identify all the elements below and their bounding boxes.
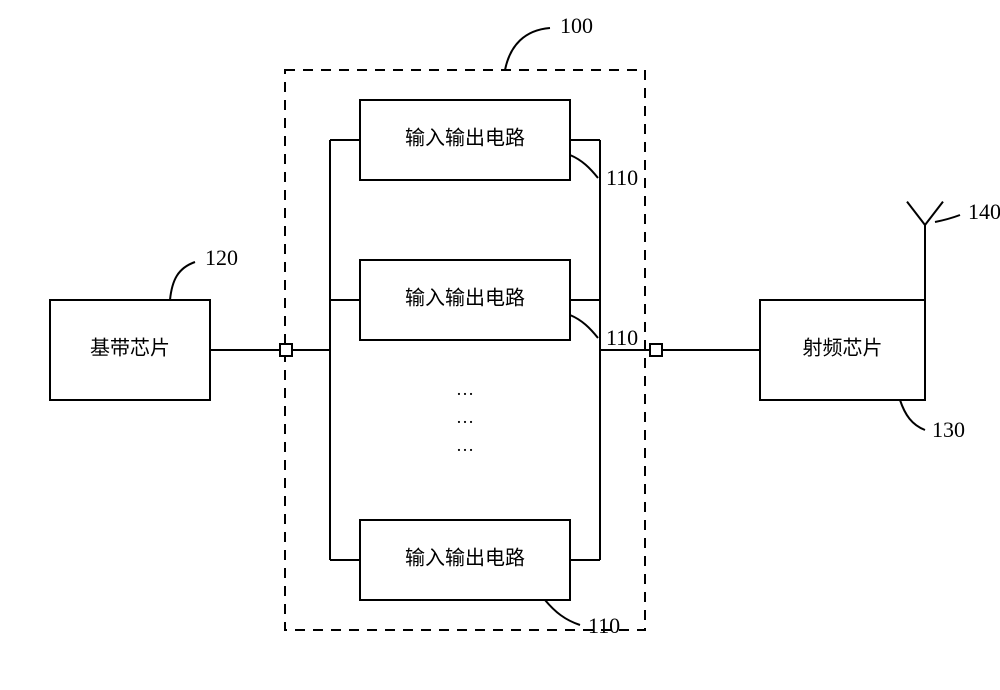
connection-pad — [650, 344, 662, 356]
ref-number: 100 — [560, 13, 593, 38]
ref-leader — [570, 315, 598, 338]
ellipsis-dot: … — [456, 379, 474, 399]
io-circuit-label: 输入输出电路 — [405, 547, 525, 570]
io-group-box — [285, 70, 645, 630]
ref-number: 140 — [968, 199, 1000, 224]
ellipsis-dot: … — [456, 407, 474, 427]
antenna-icon — [907, 202, 925, 225]
rf-chip-label: 射频芯片 — [803, 337, 883, 360]
ref-leader — [900, 400, 925, 430]
ref-leader — [570, 155, 598, 178]
ref-number: 110 — [606, 325, 638, 350]
ref-leader — [545, 600, 580, 625]
ref-number: 110 — [588, 613, 620, 638]
ref-leader — [170, 262, 195, 300]
ref-number: 110 — [606, 165, 638, 190]
ref-number: 120 — [205, 245, 238, 270]
io-circuit-label: 输入输出电路 — [405, 287, 525, 310]
connection-pad — [280, 344, 292, 356]
io-circuit-label: 输入输出电路 — [405, 127, 525, 150]
ref-leader — [505, 28, 550, 70]
ref-number: 130 — [932, 417, 965, 442]
ellipsis-dot: … — [456, 435, 474, 455]
diagram-canvas: 基带芯片射频芯片输入输出电路输入输出电路输入输出电路………10012011011… — [0, 0, 1000, 690]
ref-leader — [935, 215, 960, 222]
baseband-chip-label: 基带芯片 — [90, 337, 170, 360]
